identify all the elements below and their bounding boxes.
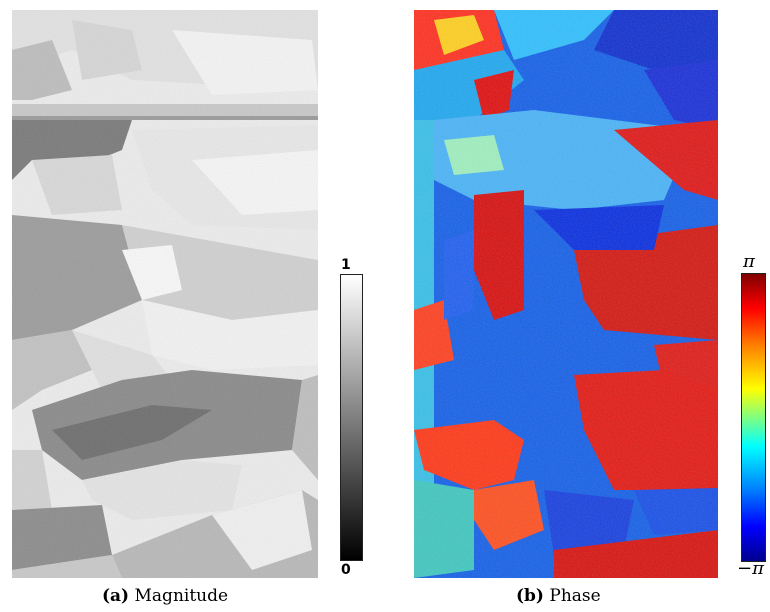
- phase-colorbar: [741, 273, 766, 562]
- phase-image: [414, 10, 718, 578]
- caption-phase-label: (b): [516, 586, 544, 606]
- phase-colorbar-min-label: −π: [737, 558, 764, 579]
- caption-phase-text: Phase: [549, 586, 601, 606]
- magnitude-colorbar-min-label: 0: [341, 562, 351, 578]
- magnitude-colorbar: [340, 274, 363, 561]
- magnitude-image: [12, 10, 318, 578]
- caption-magnitude-label: (a): [102, 586, 130, 606]
- phase-colorbar-max-label: π: [743, 251, 755, 272]
- caption-magnitude-text: Magnitude: [134, 586, 229, 606]
- caption-magnitude: (a) Magnitude: [102, 586, 228, 606]
- caption-phase: (b) Phase: [516, 586, 601, 606]
- magnitude-colorbar-max-label: 1: [341, 257, 351, 273]
